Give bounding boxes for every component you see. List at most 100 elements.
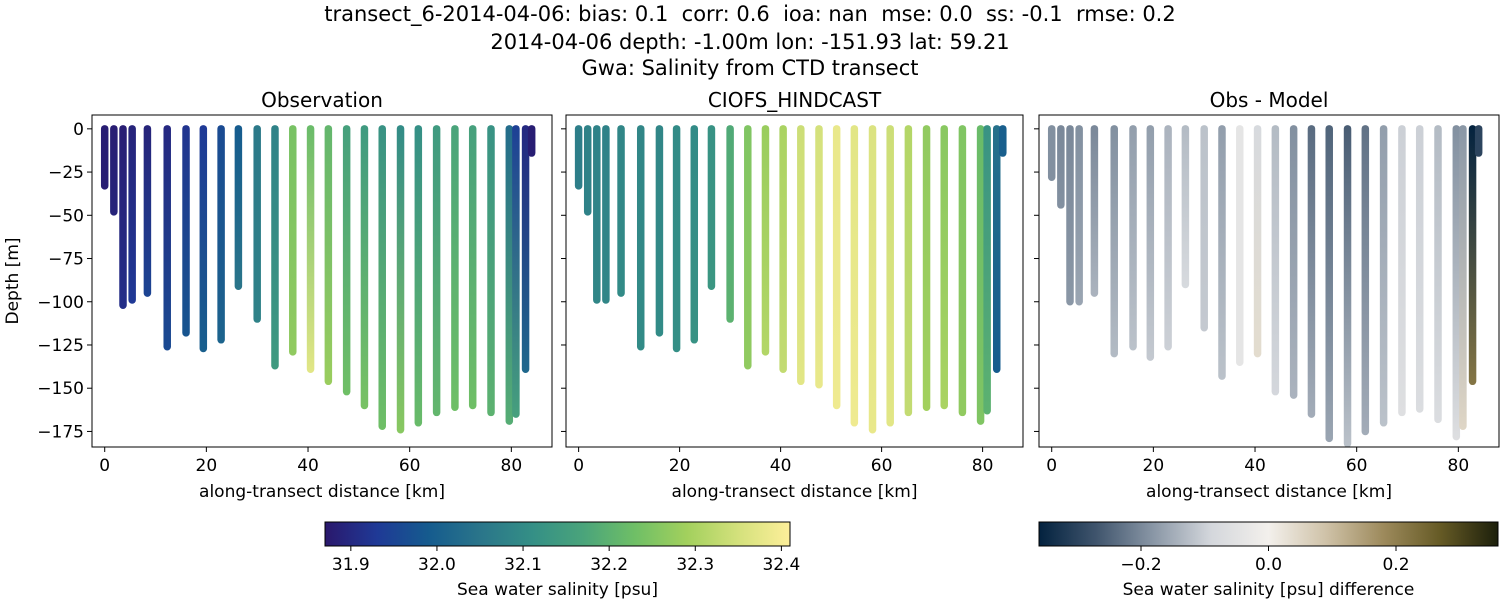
- plot-frame: [91, 114, 553, 448]
- x-axis-label: along-transect distance [km]: [672, 482, 918, 502]
- panel-1: Observation 0 20 40 60 80 along-transect dista…: [3, 88, 553, 502]
- cast-27: [1468, 125, 1477, 386]
- cast-22: [922, 125, 931, 411]
- panel-3: Obs - Model 0 20 40 60 80 along-transect dista…: [1034, 88, 1500, 502]
- x-tick-label: 0: [99, 456, 110, 476]
- cast-25: [505, 125, 514, 425]
- cast-20: [414, 125, 423, 427]
- panel-title: Observation: [261, 88, 383, 112]
- cast-7: [655, 125, 664, 337]
- cast-9: [690, 125, 699, 344]
- cast-5: [1090, 125, 1099, 297]
- y-tick-label: −150: [37, 379, 84, 399]
- colorbar-tick-label: 32.0: [418, 555, 456, 575]
- cast-19: [396, 125, 405, 434]
- cast-10: [234, 125, 243, 290]
- plot-frame: [1038, 114, 1500, 448]
- cast-3: [1066, 125, 1074, 306]
- cast-14: [1253, 125, 1262, 358]
- cast-16: [815, 125, 823, 389]
- x-tick-label: 40: [297, 456, 319, 476]
- x-tick-label: 60: [1346, 456, 1368, 476]
- cast-11: [726, 125, 734, 323]
- cast-23: [940, 125, 948, 410]
- cast-16: [1289, 125, 1298, 399]
- cast-22: [1398, 125, 1406, 417]
- cast-12: [744, 125, 752, 370]
- cast-10: [707, 125, 716, 290]
- cast-28: [1474, 125, 1483, 157]
- colorbar-tick-label: 32.3: [676, 555, 714, 575]
- cast-6: [636, 125, 645, 351]
- colorbar-tick-label: 32.1: [504, 555, 542, 575]
- cast-16: [342, 125, 351, 396]
- cast-15: [324, 125, 333, 386]
- cast-7: [182, 125, 190, 337]
- cast-10: [1181, 125, 1190, 289]
- cast-24: [1434, 125, 1442, 424]
- cast-19: [868, 125, 877, 434]
- cast-17: [1307, 125, 1316, 418]
- x-tick-label: 20: [196, 456, 218, 476]
- y-tick-label: −75: [48, 250, 84, 270]
- colorbar-tick-label: 0.2: [1382, 555, 1409, 575]
- cast-17: [360, 125, 369, 410]
- cast-8: [1146, 125, 1155, 361]
- colorbar-tick-label: 31.9: [332, 555, 370, 575]
- cast-1: [574, 125, 583, 190]
- cast-18: [850, 125, 859, 427]
- cast-1: [1047, 125, 1056, 181]
- cast-24: [958, 125, 967, 417]
- x-tick-label: 80: [501, 456, 523, 476]
- cast-8: [199, 125, 208, 353]
- colorbar-tick-label: −0.2: [1120, 555, 1161, 575]
- figure-title-line-2: 2014-04-06 depth: -1.00m lon: -151.93 la…: [490, 30, 1010, 54]
- colorbar-label: Sea water salinity [psu]: [457, 580, 658, 600]
- cast-12: [1218, 125, 1226, 380]
- y-tick-label: −50: [48, 206, 84, 226]
- cast-24: [487, 125, 495, 417]
- y-tick-label: −175: [37, 422, 84, 442]
- colorbar-label: Sea water salinity [psu] difference: [1123, 580, 1415, 600]
- cast-11: [1200, 125, 1208, 332]
- panel-title: CIOFS_HINDCAST: [708, 88, 882, 112]
- cast-21: [904, 125, 913, 417]
- colorbar-gradient: [324, 521, 791, 547]
- cast-2: [110, 125, 118, 216]
- cast-2: [583, 125, 592, 216]
- cast-2: [1057, 125, 1065, 209]
- colorbar-tick-label: 32.4: [762, 555, 800, 575]
- cast-11: [253, 125, 261, 323]
- x-tick-label: 60: [399, 456, 421, 476]
- y-tick-label: −125: [37, 336, 84, 356]
- x-tick-label: 0: [1046, 456, 1057, 476]
- cast-14: [779, 125, 787, 373]
- y-tick-label: −25: [48, 163, 84, 183]
- panel-2: CIOFS_HINDCAST 0 20 40 60 80 along-transect di…: [561, 88, 1024, 502]
- x-tick-label: 40: [770, 456, 792, 476]
- x-tick-label: 80: [1448, 456, 1470, 476]
- cast-19: [1343, 125, 1352, 448]
- colorbar-2: −0.2 0.0 0.2 Sea water salinity [psu] diffe…: [1038, 521, 1499, 600]
- cast-4: [128, 125, 136, 304]
- colorbar-1: 31.9 32.0 32.1 32.2 32.3 32.4 Sea water salini…: [324, 521, 800, 600]
- cast-28: [527, 125, 536, 157]
- cast-9: [1164, 125, 1172, 351]
- figure-title-line-3: Gwa: Salinity from CTD transect: [581, 56, 919, 80]
- cast-15: [797, 125, 805, 386]
- cast-6: [163, 125, 171, 351]
- cast-27: [521, 125, 530, 373]
- cast-3: [119, 125, 127, 309]
- cast-8: [672, 125, 681, 353]
- cast-4: [1075, 125, 1083, 306]
- cast-20: [886, 125, 894, 427]
- cast-26: [1459, 125, 1467, 430]
- y-tick-label: −100: [37, 293, 84, 313]
- cast-4: [602, 125, 610, 304]
- cast-14: [306, 125, 315, 373]
- cast-1: [100, 125, 109, 190]
- cast-7: [1129, 125, 1137, 351]
- plot-frame: [565, 114, 1024, 448]
- cast-3: [593, 125, 601, 304]
